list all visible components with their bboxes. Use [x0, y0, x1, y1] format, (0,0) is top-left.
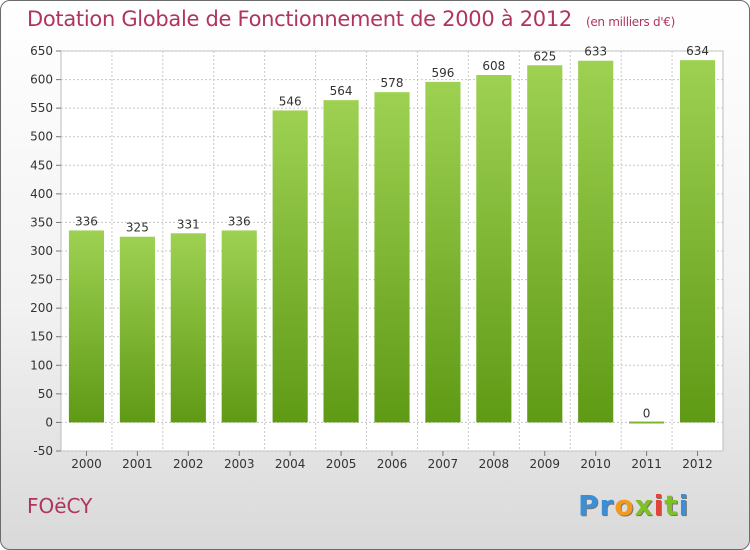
- logo-letter: x: [634, 489, 654, 522]
- bar: [679, 60, 716, 423]
- logo-letter: r: [599, 489, 615, 522]
- data-label: 0: [643, 406, 651, 420]
- x-tick-label: 2000: [71, 457, 102, 471]
- x-tick-label: 2010: [580, 457, 611, 471]
- data-label: 564: [330, 84, 353, 98]
- y-tick-label: 450: [30, 158, 53, 172]
- axis-layer: -50 0 50 100 150 200 250 300 350 400 450 500 550 600 6…: [30, 44, 713, 471]
- y-tick-label: -50: [33, 444, 53, 458]
- commune-name: FOëCY: [27, 494, 93, 518]
- x-tick-label: 2012: [682, 457, 713, 471]
- logo-letter: t: [664, 489, 679, 522]
- y-tick-label: 500: [30, 130, 53, 144]
- data-label: 325: [126, 221, 149, 235]
- bar: [629, 421, 665, 424]
- bar: [170, 233, 206, 423]
- y-tick-label: 100: [30, 358, 53, 372]
- y-tick-label: 650: [30, 44, 53, 58]
- chart-subtitle: (en milliers d'€): [585, 15, 675, 29]
- x-tick-label: 2004: [275, 457, 306, 471]
- bar-layer: 336 325 331 336 546 564 578 596 608 625 633 0 634: [68, 44, 716, 424]
- data-label: 336: [228, 214, 251, 228]
- bar: [272, 110, 308, 423]
- bar: [221, 230, 257, 423]
- data-label: 608: [482, 59, 505, 73]
- data-label: 625: [533, 49, 556, 63]
- x-tick-label: 2003: [224, 457, 255, 471]
- chart-title: Dotation Globale de Fonctionnement de 20…: [27, 7, 675, 31]
- bar: [425, 81, 461, 423]
- y-tick-label: 250: [30, 273, 53, 287]
- x-tick-label: 2005: [326, 457, 357, 471]
- y-tick-label: 600: [30, 73, 53, 87]
- bar: [527, 65, 563, 423]
- x-tick-label: 2002: [173, 457, 204, 471]
- y-tick-label: 50: [38, 387, 53, 401]
- y-tick-label: 350: [30, 215, 53, 229]
- data-label: 336: [75, 214, 98, 228]
- proxiti-logo[interactable]: Proxiti: [578, 489, 689, 522]
- logo-letter: o: [614, 489, 635, 522]
- data-label: 633: [584, 45, 607, 59]
- bar: [323, 100, 359, 423]
- data-label: 331: [177, 217, 200, 231]
- x-tick-label: 2007: [428, 457, 459, 471]
- x-tick-label: 2011: [631, 457, 662, 471]
- y-tick-label: 0: [45, 415, 53, 429]
- y-tick-label: 550: [30, 101, 53, 115]
- x-tick-label: 2006: [377, 457, 408, 471]
- data-label: 546: [279, 94, 302, 108]
- bar: [578, 60, 614, 423]
- logo-letter: i: [678, 489, 690, 522]
- x-tick-label: 2009: [529, 457, 560, 471]
- x-tick-label: 2008: [479, 457, 510, 471]
- bar: [476, 75, 512, 423]
- bar: [119, 236, 155, 423]
- logo-letter: P: [578, 489, 600, 522]
- y-tick-label: 400: [30, 187, 53, 201]
- y-tick-label: 200: [30, 301, 53, 315]
- data-label: 634: [686, 44, 709, 58]
- bar: [374, 92, 410, 423]
- data-label: 596: [431, 66, 454, 80]
- y-tick-label: 150: [30, 330, 53, 344]
- y-tick-label: 300: [30, 244, 53, 258]
- logo-letter: i: [653, 489, 665, 522]
- data-label: 578: [381, 76, 404, 90]
- x-tick-label: 2001: [122, 457, 153, 471]
- chart-title-text: Dotation Globale de Fonctionnement de 20…: [27, 7, 572, 31]
- bar: [68, 230, 105, 423]
